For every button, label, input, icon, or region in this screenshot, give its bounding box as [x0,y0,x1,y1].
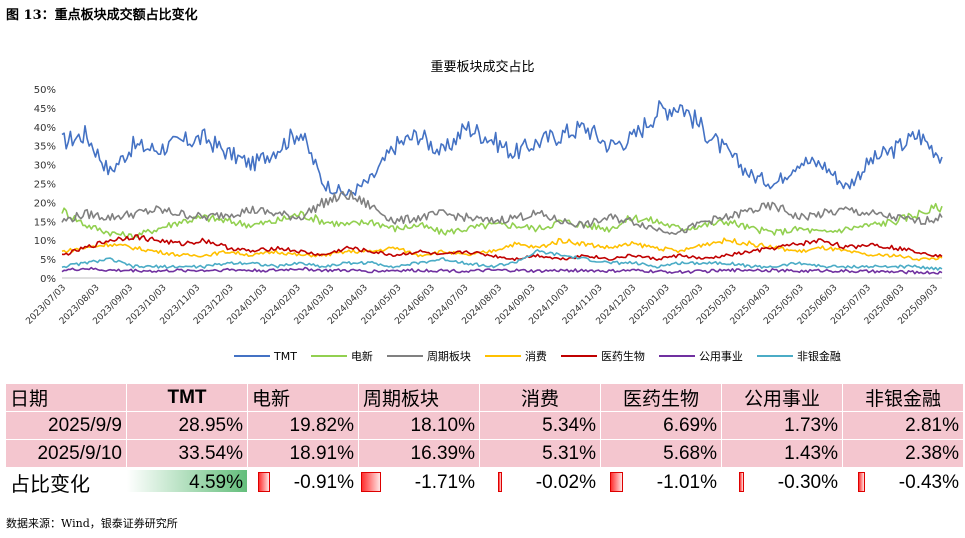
legend-item: 电新 [310,348,373,364]
legend-label: TMT [274,349,297,363]
table-row: 2025/9/9 28.95% 19.82% 18.10% 5.34% 6.69… [6,411,964,440]
row1-tmt: 28.95% [126,411,248,440]
negative-data-bar [738,472,744,492]
table-row: 2025/9/10 33.54% 18.91% 16.39% 5.31% 5.6… [6,439,964,468]
change-value: -0.30% [777,471,838,493]
series-line-3 [61,237,943,262]
row1-zhouqi: 18.10% [358,411,480,440]
y-tick-label: 30% [34,161,56,172]
legend-swatch [756,355,793,357]
legend-swatch [560,355,597,357]
row1-dianxin: 19.82% [247,411,359,440]
legend-swatch [310,355,347,357]
change-value: 4.59% [189,471,243,493]
legend-swatch [484,355,521,357]
negative-data-bar [258,472,270,492]
legend-item: 非银金融 [756,348,841,364]
row2-xiaofei: 5.31% [479,439,601,468]
change-cell: -1.71% [358,467,480,498]
y-tick-label: 15% [34,217,56,228]
legend-label: 消费 [524,350,547,363]
change-cell: -1.01% [600,467,722,498]
change-value: -1.01% [656,471,717,493]
header-dianxin: 电新 [247,384,359,412]
chart-title: 重要板块成交占比 [430,60,535,75]
change-row: 占比变化 4.59% -0.91% -1.71% -0.02% -1.01% -0.30%… [6,467,964,498]
legend-item: 消费 [484,348,547,364]
table-header-row: 日期 TMT 电新 周期板块 消费 医药生物 公用事业 非银金融 [6,384,964,412]
legend-label: 公用事业 [698,350,743,363]
legend-item: 公用事业 [658,348,743,364]
row1-gongyong: 1.73% [721,411,843,440]
row2-feiyin: 2.38% [842,439,964,468]
row2-yiyao: 5.68% [600,439,722,468]
legend-item: 周期板块 [386,348,471,364]
y-tick-label: 20% [34,198,56,209]
header-zhouqi: 周期板块 [358,384,480,412]
header-date: 日期 [6,384,127,412]
legend-swatch [658,355,695,357]
change-cell: -0.02% [479,467,601,498]
row1-date: 2025/9/9 [6,411,127,440]
header-yiyao: 医药生物 [600,384,722,412]
positive-data-bar [127,470,247,492]
change-cell: -0.30% [721,467,843,498]
series-line-4 [61,234,943,262]
row1-yiyao: 6.69% [600,411,722,440]
row2-tmt: 33.54% [126,439,248,468]
series-line-6 [61,249,943,271]
row2-dianxin: 18.91% [247,439,359,468]
line-chart: 0%5%10%15%20%25%30%35%40%45%50%2023/07/0… [24,85,943,327]
legend-swatch [234,355,270,357]
legend-swatch [386,355,423,357]
change-cell: -0.91% [247,467,359,498]
series-line-0 [61,100,943,197]
change-cell: -0.43% [842,467,964,498]
y-tick-label: 40% [34,123,56,134]
row2-date: 2025/9/10 [6,439,127,468]
legend-label: 周期板块 [426,350,471,363]
change-label: 占比变化 [6,467,127,498]
y-tick-label: 10% [34,236,56,247]
header-xiaofei: 消费 [479,384,601,412]
y-tick-label: 50% [34,85,56,96]
data-table: 日期 TMT 电新 周期板块 消费 医药生物 公用事业 非银金融 2025/9/… [6,384,964,498]
negative-data-bar [610,472,623,492]
series-line-2 [61,190,943,235]
y-tick-label: 5% [40,255,56,266]
row1-feiyin: 2.81% [842,411,964,440]
change-cell: 4.59% [126,467,248,498]
y-tick-label: 0% [40,274,56,285]
negative-data-bar [361,472,381,492]
header-gongyong: 公用事业 [721,384,843,412]
negative-data-bar [858,472,865,492]
series-line-1 [61,202,943,241]
figure-title: 图 13：重点板块成交额占比变化 [6,8,198,23]
source-note: 数据来源：Wind，银泰证券研究所 [6,517,178,530]
legend-item: 医药生物 [560,348,645,364]
negative-data-bar [498,472,502,492]
change-value: -0.91% [293,471,354,493]
y-tick-label: 35% [34,142,56,153]
row2-gongyong: 1.43% [721,439,843,468]
change-value: -0.43% [898,471,959,493]
legend-label: 医药生物 [600,350,645,363]
y-tick-label: 25% [34,180,56,191]
legend-label: 非银金融 [796,350,841,363]
series-line-5 [61,266,943,275]
row1-xiaofei: 5.34% [479,411,601,440]
legend-item: TMT [234,348,297,364]
legend-label: 电新 [350,350,373,363]
row2-zhouqi: 16.39% [358,439,480,468]
header-feiyin: 非银金融 [842,384,964,412]
y-tick-label: 45% [34,104,56,115]
header-tmt: TMT [126,384,248,412]
change-value: -1.71% [414,471,475,493]
change-value: -0.02% [535,471,596,493]
chart-legend: TMT 电新 周期板块 消费 医药生物 公用事业 非银金融 [234,348,841,364]
